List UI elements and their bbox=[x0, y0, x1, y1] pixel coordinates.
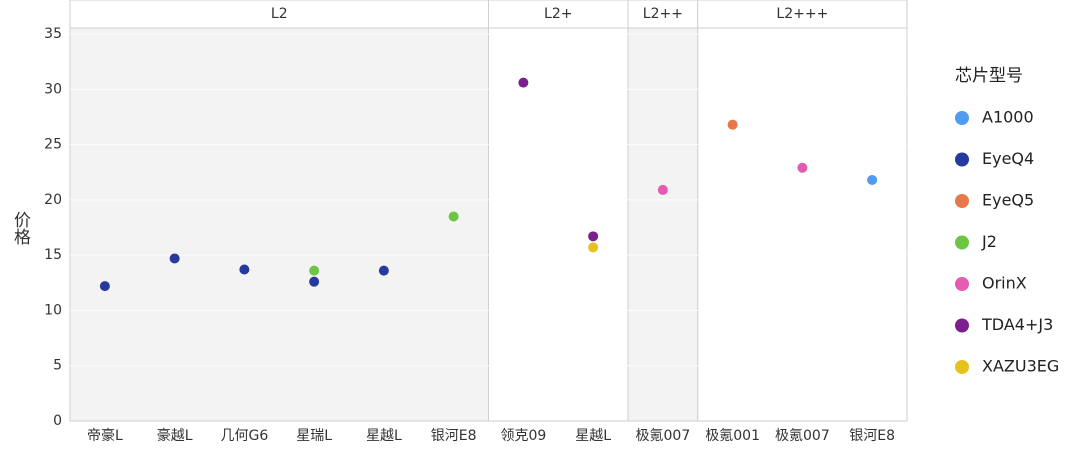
y-tick-label: 35 bbox=[44, 26, 62, 42]
facet-header bbox=[69, 0, 489, 29]
facet-header bbox=[488, 0, 629, 29]
point bbox=[309, 265, 320, 276]
y-tick-label: 10 bbox=[44, 302, 62, 318]
legend-marker bbox=[955, 152, 969, 167]
legend-label: XAZU3EG bbox=[982, 357, 1059, 376]
facet-header bbox=[697, 0, 908, 29]
y-tick-label: 5 bbox=[53, 358, 62, 374]
x-tick-label: 星越L bbox=[575, 428, 611, 444]
legend-marker bbox=[955, 111, 969, 125]
legend-label: EyeQ4 bbox=[982, 149, 1034, 168]
y-tick-label: 15 bbox=[44, 247, 62, 263]
x-tick-label: 领克09 bbox=[500, 428, 546, 444]
facet-panel bbox=[488, 27, 629, 422]
x-tick-label: 几何G6 bbox=[220, 428, 268, 444]
facet-panel bbox=[69, 27, 489, 422]
legend-marker bbox=[955, 277, 969, 291]
facet-label: L2+++ bbox=[776, 6, 828, 22]
x-tick-label: 星瑞L bbox=[296, 428, 332, 444]
legend-label: TDA4+J3 bbox=[981, 315, 1053, 334]
point bbox=[378, 265, 389, 276]
point bbox=[727, 119, 738, 130]
point bbox=[797, 162, 808, 173]
facet-header bbox=[627, 0, 699, 29]
x-tick-label: 星越L bbox=[366, 428, 402, 444]
facet-panel bbox=[697, 27, 908, 422]
x-tick-label: 银河E8 bbox=[431, 428, 477, 444]
y-tick-label: 30 bbox=[44, 81, 62, 97]
point bbox=[448, 211, 459, 222]
facet-panel bbox=[627, 27, 699, 422]
point bbox=[99, 281, 110, 292]
legend-label: EyeQ5 bbox=[982, 191, 1034, 210]
x-tick-label: 极氪001 bbox=[705, 428, 760, 444]
point bbox=[309, 276, 320, 287]
legend-label: J2 bbox=[981, 232, 997, 251]
legend-marker bbox=[955, 360, 969, 374]
legend-marker bbox=[955, 235, 969, 250]
point bbox=[867, 174, 878, 185]
x-tick-label: 银河E8 bbox=[849, 428, 895, 444]
legend-label: A1000 bbox=[982, 108, 1034, 127]
y-tick-label: 20 bbox=[44, 192, 62, 208]
x-tick-label: 帝豪L bbox=[87, 428, 123, 444]
legend-title: 芯片型号 bbox=[955, 66, 1023, 86]
y-axis-label: 价格 bbox=[10, 211, 31, 245]
point bbox=[588, 231, 599, 242]
y-tick-label: 0 bbox=[53, 413, 62, 429]
facet-label: L2+ bbox=[544, 6, 572, 22]
point bbox=[239, 264, 250, 275]
facet-label: L2 bbox=[271, 6, 288, 22]
point bbox=[588, 242, 599, 253]
x-tick-label: 极氪007 bbox=[636, 428, 691, 444]
legend-marker bbox=[955, 318, 969, 333]
legend-marker bbox=[955, 194, 969, 208]
point bbox=[169, 253, 180, 264]
point bbox=[657, 184, 668, 195]
y-tick-label: 25 bbox=[44, 137, 62, 153]
legend-label: OrinX bbox=[982, 274, 1027, 293]
point bbox=[518, 77, 529, 88]
x-tick-label: 极氪007 bbox=[775, 428, 830, 444]
x-tick-label: 豪越L bbox=[157, 428, 193, 444]
facet-label: L2++ bbox=[643, 6, 683, 22]
